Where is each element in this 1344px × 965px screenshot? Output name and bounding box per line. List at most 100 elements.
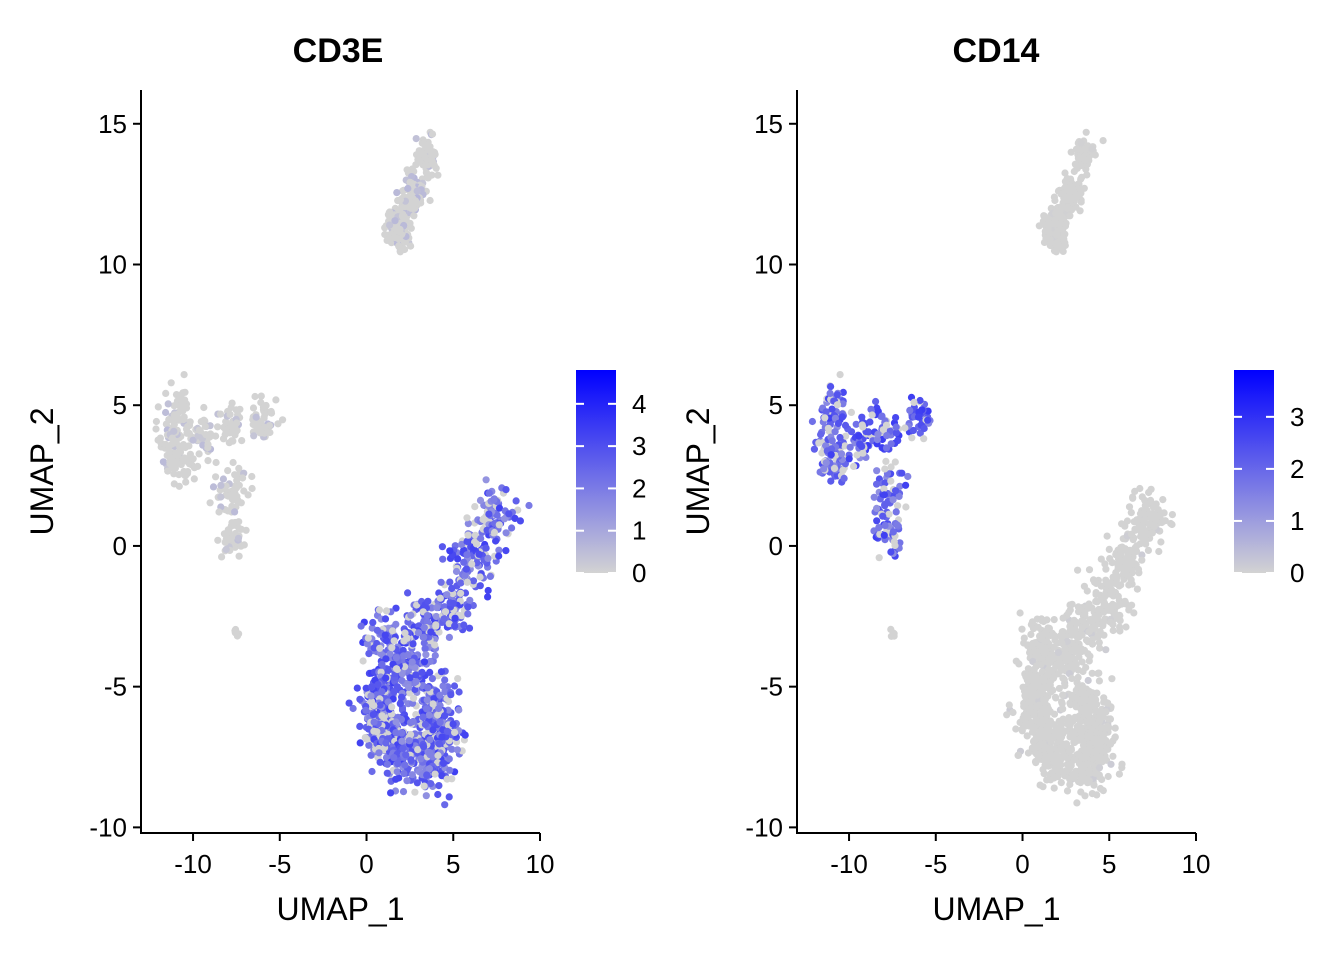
x-tick-label: 0 bbox=[359, 849, 373, 879]
data-point bbox=[1066, 780, 1074, 789]
data-point bbox=[217, 481, 225, 489]
y-tick-label: -10 bbox=[89, 812, 127, 842]
data-point bbox=[396, 700, 404, 708]
data-point bbox=[279, 416, 287, 424]
data-point bbox=[1050, 616, 1058, 624]
data-point bbox=[476, 573, 484, 581]
data-point bbox=[434, 711, 442, 719]
data-point bbox=[484, 554, 492, 563]
y-tick-label: -5 bbox=[104, 672, 127, 702]
data-point bbox=[1063, 787, 1072, 795]
data-point bbox=[413, 601, 421, 609]
data-point bbox=[422, 792, 430, 800]
data-point bbox=[463, 514, 471, 522]
data-point bbox=[356, 722, 364, 731]
data-point bbox=[1129, 536, 1137, 544]
data-point bbox=[434, 790, 442, 799]
data-point bbox=[231, 518, 239, 527]
data-point bbox=[1035, 701, 1043, 709]
data-point bbox=[225, 527, 233, 536]
data-point bbox=[1014, 751, 1022, 760]
data-point bbox=[880, 531, 888, 539]
data-point bbox=[451, 614, 459, 622]
data-point bbox=[1023, 713, 1031, 722]
data-point bbox=[185, 429, 193, 438]
data-point bbox=[248, 484, 256, 493]
data-point bbox=[1071, 160, 1079, 168]
data-point bbox=[1132, 561, 1140, 569]
x-tick-label: -5 bbox=[268, 849, 291, 879]
data-point bbox=[1099, 137, 1107, 145]
data-point bbox=[904, 472, 912, 481]
data-point bbox=[1061, 177, 1069, 185]
data-point bbox=[1104, 603, 1112, 611]
data-point bbox=[1104, 772, 1112, 781]
data-point bbox=[1054, 670, 1062, 678]
data-point bbox=[449, 599, 457, 608]
data-point bbox=[206, 433, 214, 441]
data-point bbox=[892, 508, 900, 516]
data-point bbox=[1085, 731, 1094, 740]
data-point bbox=[451, 622, 459, 630]
data-point bbox=[486, 572, 494, 581]
data-point bbox=[461, 731, 469, 739]
data-point bbox=[235, 464, 243, 472]
data-point bbox=[1099, 620, 1107, 628]
data-point bbox=[217, 493, 225, 501]
scatter-points bbox=[808, 128, 1176, 807]
data-point bbox=[1062, 727, 1070, 735]
data-point bbox=[362, 684, 370, 692]
data-point bbox=[1061, 169, 1069, 177]
data-point bbox=[1115, 770, 1123, 778]
data-point bbox=[1075, 653, 1083, 661]
data-point bbox=[1079, 617, 1087, 625]
data-point bbox=[190, 475, 198, 483]
data-point bbox=[425, 765, 433, 773]
data-point bbox=[836, 433, 844, 442]
data-point bbox=[443, 775, 451, 783]
data-point bbox=[411, 788, 419, 796]
data-point bbox=[204, 457, 212, 465]
colorbar-tick-label: 0 bbox=[632, 558, 646, 588]
data-point bbox=[1083, 760, 1092, 768]
data-point bbox=[357, 622, 365, 630]
data-point bbox=[1081, 792, 1089, 800]
data-point bbox=[353, 684, 361, 692]
data-point bbox=[408, 173, 416, 181]
data-point bbox=[873, 504, 881, 512]
data-point bbox=[445, 633, 453, 642]
data-point bbox=[428, 675, 436, 683]
data-point bbox=[386, 650, 394, 658]
y-tick-label: 5 bbox=[769, 390, 783, 420]
data-point bbox=[1168, 510, 1176, 519]
data-point bbox=[460, 621, 468, 629]
data-point bbox=[463, 537, 471, 546]
data-point bbox=[910, 398, 918, 406]
data-point bbox=[502, 529, 510, 537]
data-point bbox=[868, 411, 876, 419]
data-point bbox=[1095, 717, 1104, 725]
data-point bbox=[431, 770, 439, 778]
data-point bbox=[230, 427, 238, 435]
data-point bbox=[1065, 714, 1073, 722]
data-point bbox=[403, 166, 411, 174]
data-point bbox=[438, 772, 446, 780]
data-point bbox=[1061, 192, 1069, 200]
data-point bbox=[830, 464, 839, 472]
data-point bbox=[162, 389, 170, 397]
data-point bbox=[209, 483, 218, 491]
data-point bbox=[463, 578, 471, 586]
data-point bbox=[240, 487, 248, 495]
data-point bbox=[1131, 487, 1139, 495]
data-point bbox=[398, 676, 406, 685]
data-point bbox=[427, 604, 436, 612]
data-point bbox=[516, 517, 525, 525]
data-point bbox=[218, 553, 226, 561]
data-point bbox=[388, 644, 396, 652]
data-point bbox=[435, 740, 443, 748]
data-point bbox=[1071, 626, 1079, 634]
data-point bbox=[1103, 745, 1111, 753]
data-point bbox=[1091, 578, 1099, 586]
data-point bbox=[428, 130, 437, 138]
data-point bbox=[1109, 752, 1117, 760]
